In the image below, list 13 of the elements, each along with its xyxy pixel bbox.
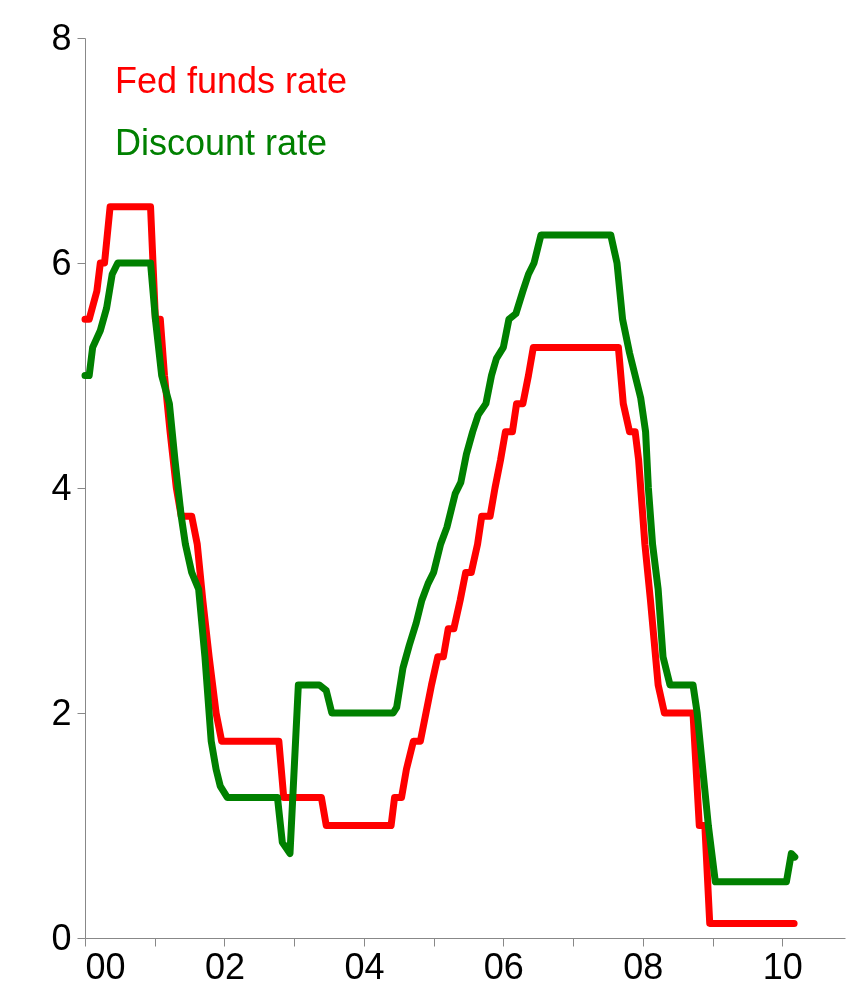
- x-tick-label: 02: [204, 945, 245, 987]
- y-tick-label: 8: [51, 16, 72, 58]
- text: Fed funds rate: [115, 60, 348, 101]
- x-tick-label: 08: [623, 945, 664, 987]
- x-tick-label: 10: [762, 945, 803, 987]
- y-tick-label: 2: [51, 691, 72, 733]
- x-tick-label: 00: [85, 945, 126, 987]
- y-tick-label: 6: [51, 241, 72, 283]
- y-tick-label: 4: [51, 466, 72, 508]
- y-tick-label: 0: [51, 916, 72, 958]
- x-tick-label: 04: [344, 945, 385, 987]
- x-tick-label: 06: [483, 945, 524, 987]
- text: Discount rate: [115, 122, 328, 163]
